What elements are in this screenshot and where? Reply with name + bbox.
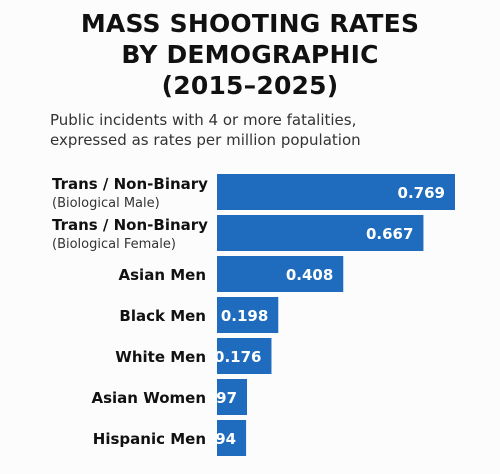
chart-subtitle-line-1: Public incidents with 4 or more fataliti… — [50, 111, 357, 129]
bar-1 — [217, 215, 424, 251]
category-sublabel-0: (Biological Male) — [52, 196, 160, 211]
chart-subtitle: Public incidents with 4 or more fataliti… — [50, 110, 490, 150]
bar-4 — [217, 338, 272, 374]
bar-6 — [217, 420, 247, 456]
bar-value-label-2: 0.408 — [286, 266, 333, 284]
bar-2 — [217, 256, 344, 292]
bar-value-label-0: 0.769 — [398, 184, 445, 202]
category-sublabel-1: (Biological Female) — [52, 237, 176, 252]
chart-title-line-2: BY DEMOGRAPHIC — [121, 40, 379, 69]
category-label-6: Hispanic Men — [93, 430, 206, 448]
chart-title-line-1: MASS SHOOTING RATES — [80, 9, 420, 38]
category-label-4: White Men — [115, 348, 206, 366]
bar-value-label-5: 0.097 — [190, 389, 237, 407]
bar-value-label-1: 0.667 — [366, 225, 413, 243]
bar-value-label-6: 0.094 — [189, 430, 236, 448]
category-label-1: Trans / Non-Binary — [52, 216, 208, 234]
chart-title: MASS SHOOTING RATES BY DEMOGRAPHIC (2015… — [0, 8, 500, 101]
chart-title-line-3: (2015–2025) — [161, 71, 339, 100]
category-label-0: Trans / Non-Binary — [52, 175, 208, 193]
bar-3 — [217, 297, 279, 333]
bar-0 — [217, 174, 455, 210]
bar-value-label-3: 0.198 — [221, 307, 268, 325]
category-label-2: Asian Men — [119, 266, 206, 284]
category-label-5: Asian Women — [92, 389, 207, 407]
bar-value-label-4: 0.176 — [214, 348, 261, 366]
chart-subtitle-line-2: expressed as rates per million populatio… — [50, 131, 361, 149]
category-label-3: Black Men — [119, 307, 206, 325]
bar-5 — [217, 379, 248, 415]
